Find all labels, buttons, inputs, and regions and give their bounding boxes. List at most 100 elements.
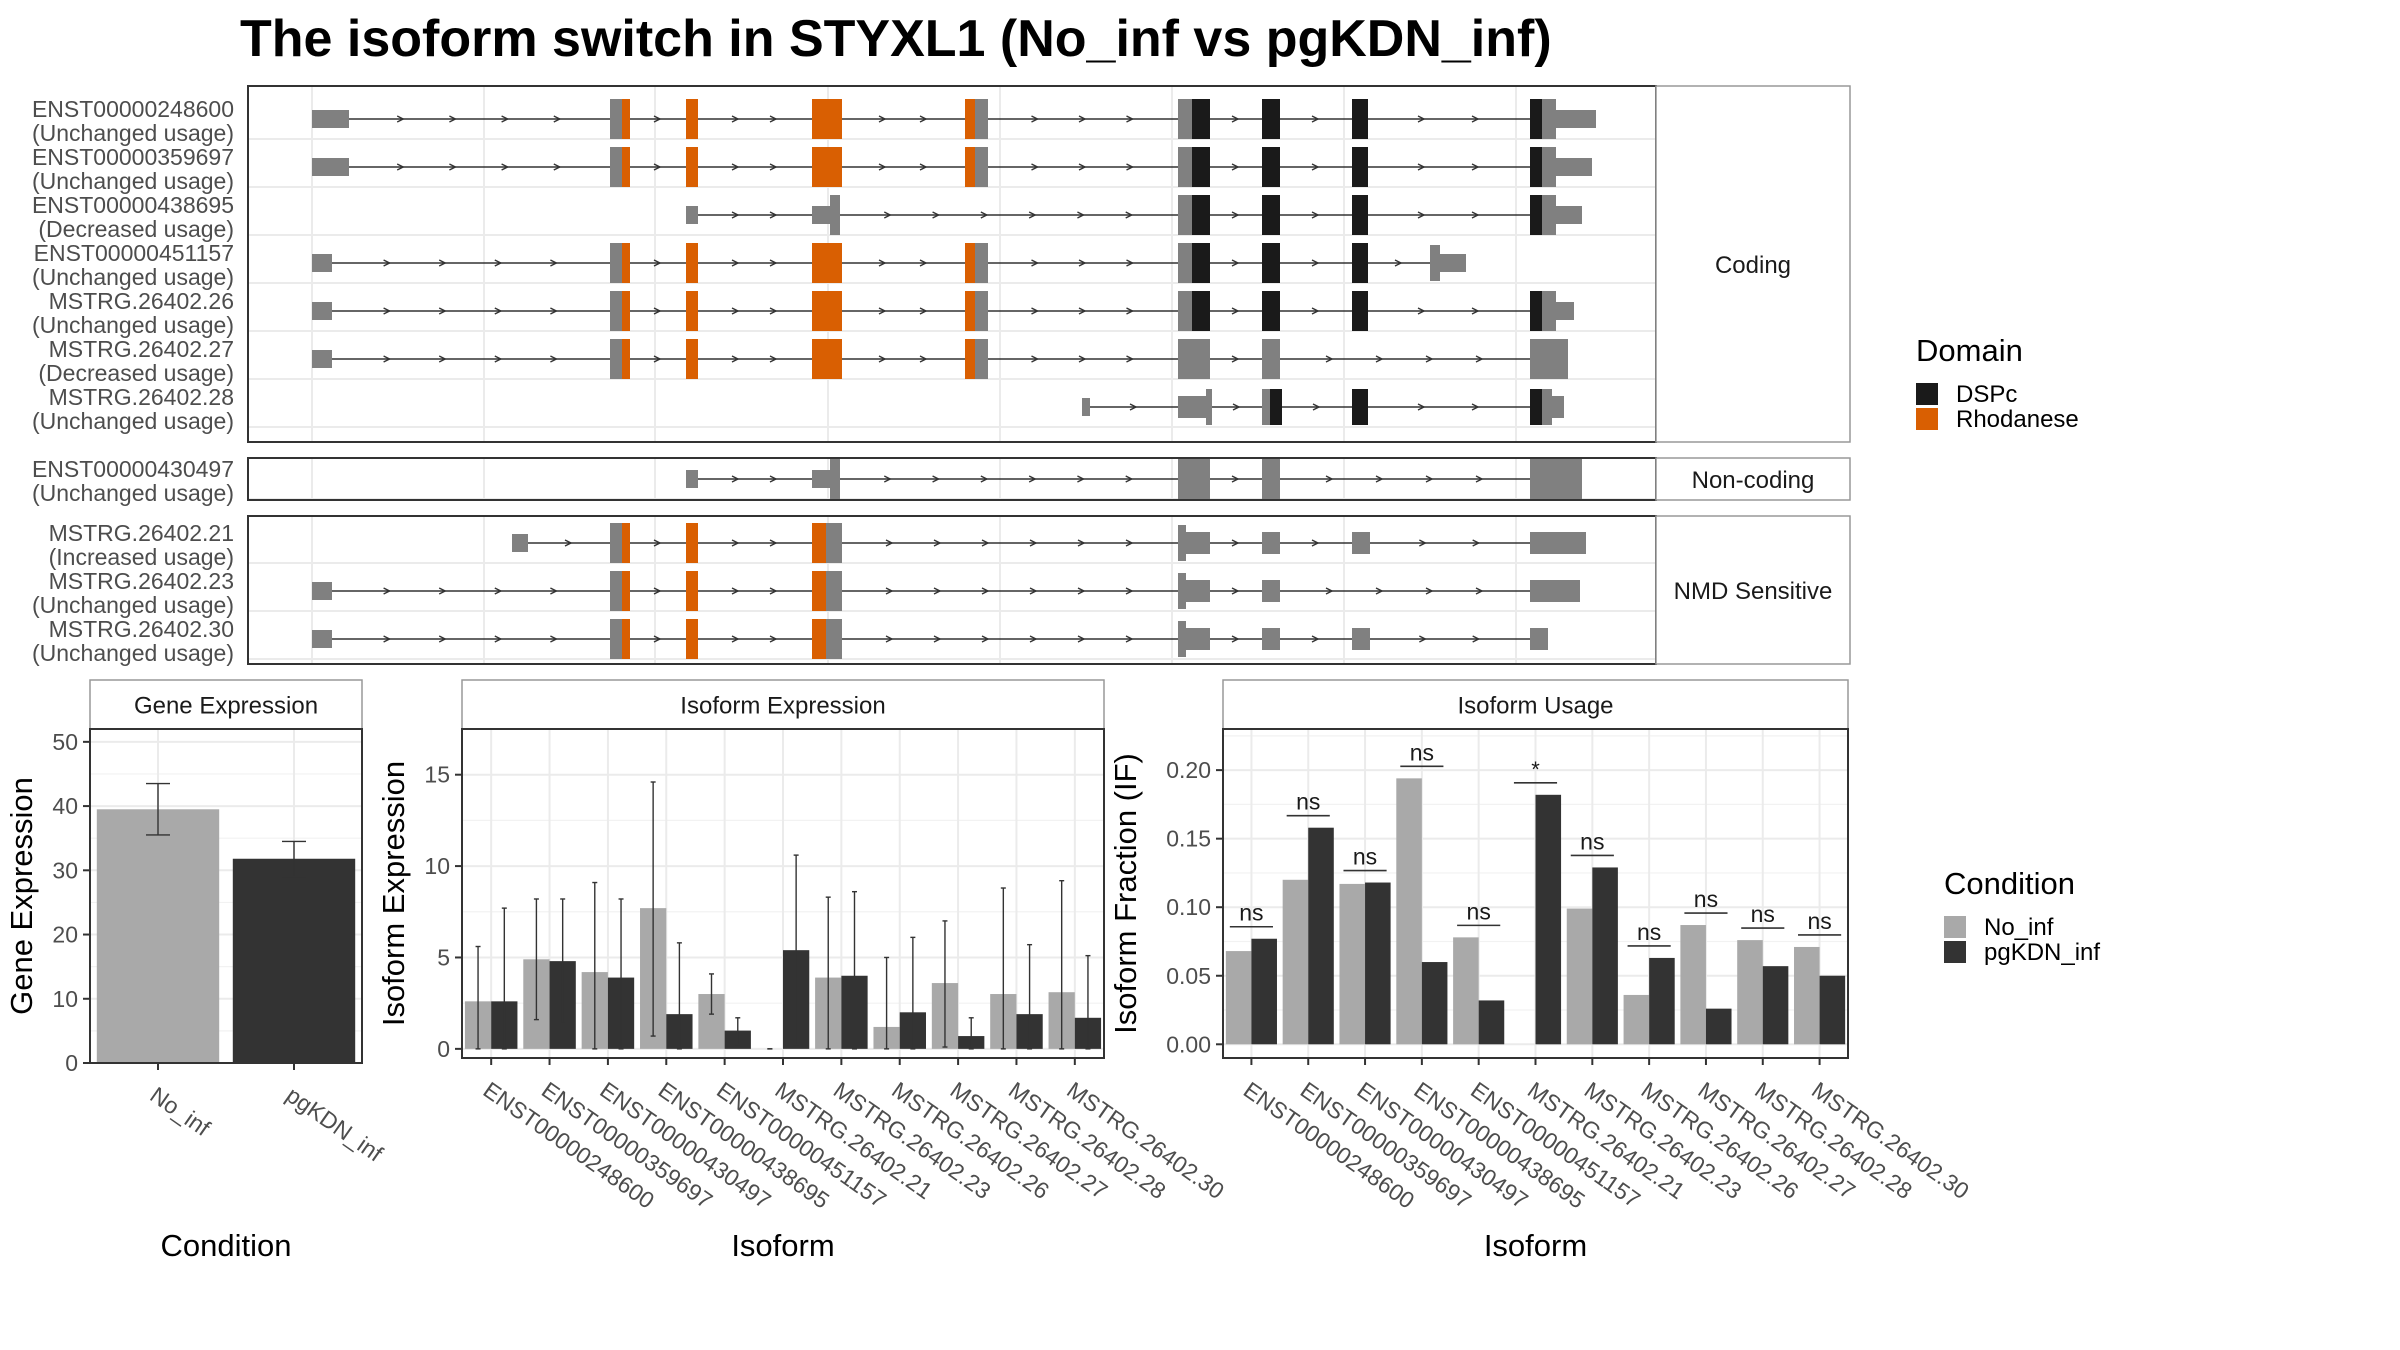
- dspc-domain-exon: [1262, 99, 1280, 139]
- intron-arrow: [438, 355, 447, 363]
- intron-arrow: [1417, 307, 1426, 315]
- intron-arrow: [1077, 211, 1085, 219]
- rhodanese-domain-exon: [812, 339, 842, 379]
- exon: [1178, 99, 1192, 139]
- y-tick-label: 10: [52, 986, 78, 1012]
- y-tick-label: 0.10: [1166, 894, 1211, 920]
- exon: [1530, 580, 1580, 602]
- exon: [512, 534, 528, 552]
- intron-arrow: [731, 259, 740, 267]
- rhodanese-domain-exon: [622, 291, 630, 331]
- x-axis-label: Isoform: [1484, 1228, 1587, 1263]
- intron-arrow: [1325, 475, 1334, 483]
- dspc-domain-exon: [1530, 195, 1542, 235]
- intron-arrow: [981, 587, 990, 595]
- rhodanese-domain-exon: [812, 243, 842, 283]
- exon: [610, 99, 622, 139]
- y-tick-label: 40: [52, 793, 78, 819]
- intron-arrow: [919, 307, 928, 315]
- y-axis-label: Isoform Expression: [376, 761, 411, 1026]
- intron-arrow: [1471, 211, 1480, 219]
- transcript-id-label: ENST00000248600: [32, 96, 234, 122]
- significance-label: ns: [1353, 844, 1377, 870]
- exon: [1542, 389, 1552, 425]
- exon: [1530, 532, 1586, 554]
- intron-arrow: [980, 211, 989, 219]
- bar: [1566, 908, 1593, 1045]
- intron-arrow: [383, 355, 392, 363]
- exon: [1552, 396, 1564, 418]
- intron-arrow: [878, 307, 887, 315]
- transcript-usage-label: (Decreased usage): [38, 360, 234, 386]
- transcript-usage-label: (Unchanged usage): [32, 592, 234, 618]
- exon: [1178, 621, 1186, 657]
- intron-arrow: [769, 635, 778, 643]
- legend-label: No_inf: [1984, 914, 2054, 941]
- dspc-domain-exon: [1530, 389, 1542, 425]
- intron-arrow: [1129, 403, 1138, 411]
- intron-arrow: [769, 211, 778, 219]
- intron-arrow: [550, 259, 558, 267]
- rhodanese-domain-exon: [965, 99, 975, 139]
- exon: [1178, 396, 1206, 418]
- intron-arrow: [653, 307, 662, 315]
- exon: [975, 291, 988, 331]
- significance-label: ns: [1239, 900, 1263, 926]
- intron-arrow: [494, 259, 503, 267]
- exon: [610, 619, 622, 659]
- bar: [96, 809, 220, 1063]
- significance-label: *: [1531, 757, 1540, 782]
- intron-arrow: [494, 635, 503, 643]
- intron-arrow: [769, 355, 778, 363]
- intron-arrow: [1425, 355, 1434, 363]
- exon: [312, 350, 332, 368]
- rhodanese-domain-exon: [812, 523, 826, 563]
- y-tick-label: 10: [424, 853, 450, 879]
- exon: [1352, 628, 1370, 650]
- intron-arrow: [1031, 115, 1040, 123]
- panel-strip: [1655, 85, 1851, 443]
- x-tick-label: pgKDN_inf: [281, 1082, 388, 1167]
- bar: [1339, 883, 1366, 1045]
- transcript-row: MSTRG.26402.27(Decreased usage): [38, 336, 1568, 386]
- exon: [1178, 573, 1186, 609]
- intron-arrow: [1031, 163, 1040, 171]
- exon: [1530, 459, 1582, 499]
- bar: [232, 858, 356, 1063]
- intron-arrow: [1472, 539, 1481, 547]
- dspc-domain-exon: [1352, 389, 1368, 425]
- intron-arrow: [1231, 163, 1240, 171]
- x-tick-label: No_inf: [145, 1082, 215, 1142]
- intron-arrow: [1417, 115, 1426, 123]
- legend-swatch: [1944, 941, 1966, 963]
- transcript-id-label: MSTRG.26402.21: [49, 520, 234, 546]
- intron-arrow: [731, 355, 740, 363]
- chart-title: Isoform Usage: [1457, 693, 1613, 720]
- dspc-domain-exon: [1192, 195, 1210, 235]
- significance-label: ns: [1296, 789, 1320, 815]
- intron-arrow: [731, 539, 740, 547]
- intron-arrow: [731, 115, 740, 123]
- intron-arrow: [553, 115, 562, 123]
- intron-arrow: [1126, 307, 1135, 315]
- transcript-id-label: ENST00000359697: [32, 144, 234, 170]
- x-axis-label: Isoform: [731, 1228, 834, 1263]
- exon: [830, 195, 840, 235]
- bar: [1225, 951, 1252, 1045]
- exon: [1262, 339, 1280, 379]
- intron-arrow: [981, 635, 990, 643]
- intron-arrow: [1311, 635, 1320, 643]
- exon: [1542, 291, 1556, 331]
- isoform-expression-chart: Isoform Expression051015ENST00000248600E…: [376, 679, 1229, 1263]
- intron-arrow: [1231, 635, 1240, 643]
- transcript-usage-label: (Unchanged usage): [32, 408, 234, 434]
- exon: [1186, 532, 1210, 554]
- panel-strip-label: NMD Sensitive: [1674, 578, 1833, 605]
- exon: [1178, 525, 1186, 561]
- intron-arrow: [383, 307, 392, 315]
- y-axis-label: Isoform Fraction (IF): [1108, 753, 1143, 1034]
- intron-arrow: [933, 587, 942, 595]
- intron-arrow: [1419, 635, 1427, 643]
- intron-arrow: [494, 355, 503, 363]
